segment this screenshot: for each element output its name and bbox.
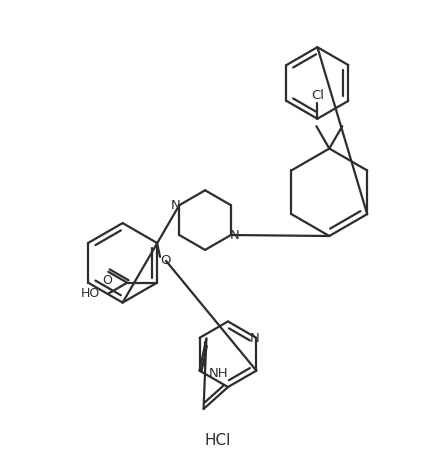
Text: N: N [170,199,180,212]
Text: N: N [230,228,240,242]
Text: HO: HO [81,287,101,300]
Text: O: O [161,254,171,267]
Text: N: N [250,332,259,346]
Text: Cl: Cl [311,89,324,102]
Text: O: O [102,274,112,287]
Text: NH: NH [209,367,229,380]
Text: HCl: HCl [205,433,231,448]
